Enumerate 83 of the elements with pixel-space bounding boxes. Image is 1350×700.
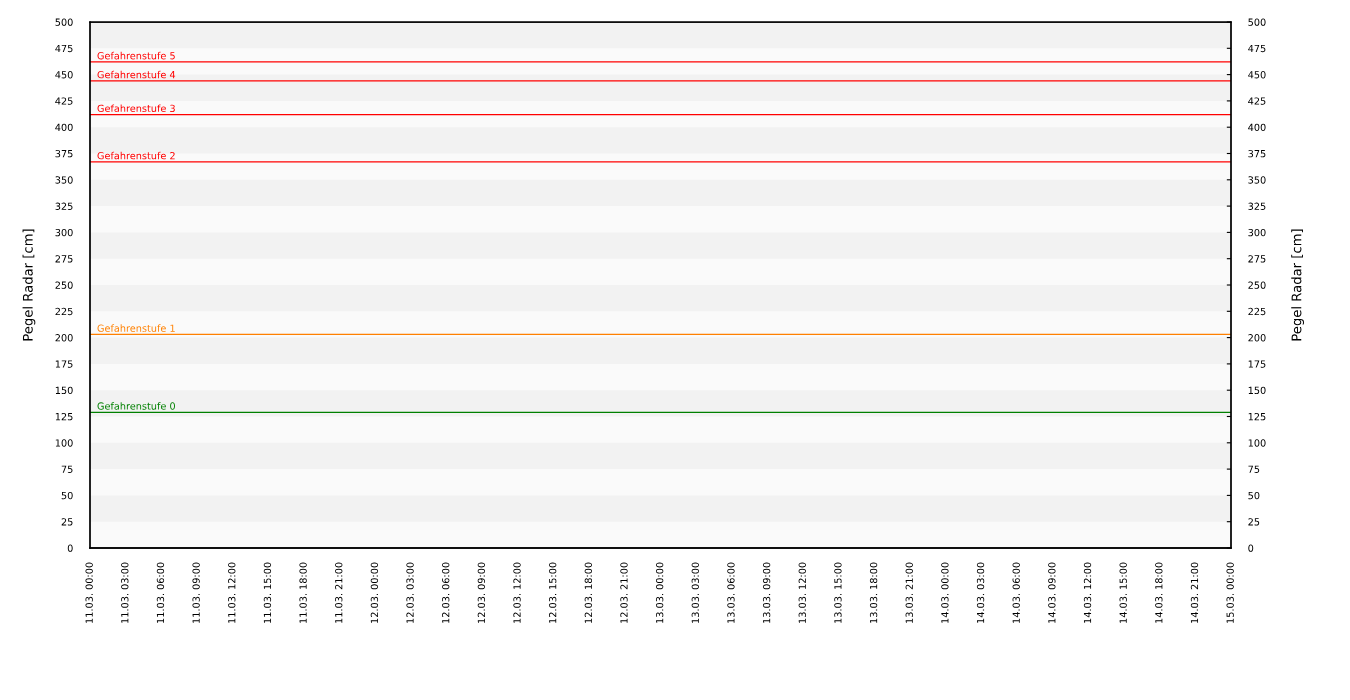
x-tick-label: 13.03. 21:00 [905, 562, 913, 623]
y2-tick-label: 450 [1248, 71, 1266, 79]
y-tick-label: 125 [55, 412, 73, 421]
y2-tick-label: 200 [1248, 334, 1266, 342]
x-tick-label: 14.03. 18:00 [1155, 562, 1163, 623]
y-tick-label: 25 [61, 518, 73, 526]
x-tick-label: 11.03. 21:00 [335, 562, 343, 623]
y-tick-label: 275 [55, 255, 73, 263]
x-tick-label: 15.03. 00:00 [1226, 562, 1234, 623]
x-tick-label: 11.03. 18:00 [299, 562, 307, 623]
x-tick-label: 13.03. 15:00 [834, 562, 842, 623]
x-tick-label: 11.03. 12:00 [228, 562, 236, 623]
x-tick-label: 14.03. 09:00 [1048, 562, 1056, 623]
x-tick-label: 11.03. 03:00 [121, 562, 129, 623]
y-tick-label: 375 [55, 149, 73, 158]
x-tick-label: 12.03. 21:00 [620, 562, 628, 623]
y-tick-label: 250 [55, 281, 73, 289]
x-tick-label: 13.03. 03:00 [691, 562, 699, 623]
y-tick-label: 225 [55, 307, 73, 316]
y2-tick-label: 250 [1248, 281, 1266, 289]
y-tick-label: 400 [55, 123, 73, 132]
x-tick-label: 11.03. 09:00 [192, 562, 200, 623]
x-tick-label: 13.03. 18:00 [869, 562, 878, 623]
y2-tick-label: 375 [1248, 149, 1266, 158]
y2-tick-label: 225 [1248, 307, 1266, 316]
x-tick-label: 13.03. 06:00 [727, 562, 735, 623]
ref-line-label: Gefahrenstufe 3 [97, 104, 175, 112]
y-tick-label: 450 [55, 71, 73, 79]
y2-tick-label: 350 [1248, 176, 1266, 184]
x-tick-label: 11.03. 00:00 [85, 562, 93, 623]
y2-axis-title: Pegel Radar [cm] [1291, 229, 1304, 341]
ref-line-label: Gefahrenstufe 0 [97, 402, 175, 410]
y-axis-title: Pegel Radar [cm] [22, 229, 36, 341]
y-tick-label: 475 [55, 44, 73, 53]
y-tick-label: 425 [55, 97, 73, 105]
y2-tick-label: 400 [1248, 123, 1266, 132]
y-tick-label: 175 [55, 360, 73, 368]
y-tick-label: 150 [55, 386, 73, 395]
y2-tick-label: 75 [1248, 465, 1260, 473]
y-tick-label: 50 [61, 491, 73, 500]
ref-line-label: Gefahrenstufe 1 [97, 324, 175, 332]
y2-tick-label: 475 [1248, 44, 1266, 53]
x-tick-label: 12.03. 15:00 [549, 562, 557, 623]
x-tick-label: 12.03. 03:00 [406, 562, 414, 623]
y-tick-label: 100 [55, 439, 73, 447]
y2-tick-label: 300 [1248, 228, 1266, 237]
x-tick-label: 14.03. 15:00 [1119, 562, 1127, 623]
y2-tick-label: 0 [1248, 544, 1254, 552]
x-tick-label: 13.03. 09:00 [762, 562, 771, 623]
y2-tick-label: 500 [1248, 18, 1266, 26]
x-tick-label: 14.03. 03:00 [976, 562, 985, 623]
y2-tick-label: 25 [1248, 518, 1260, 526]
x-tick-label: 12.03. 18:00 [584, 562, 593, 623]
y2-tick-label: 325 [1248, 202, 1266, 210]
y2-tick-label: 275 [1248, 255, 1266, 263]
y-tick-label: 0 [67, 544, 73, 552]
y-tick-label: 325 [55, 202, 73, 210]
y-tick-label: 200 [55, 334, 73, 342]
x-tick-label: 12.03. 12:00 [513, 562, 521, 623]
y-tick-label: 500 [55, 18, 73, 26]
y2-tick-label: 100 [1248, 439, 1266, 447]
ref-line-label: Gefahrenstufe 2 [97, 151, 175, 160]
x-tick-label: 11.03. 06:00 [156, 562, 165, 623]
x-tick-label: 12.03. 06:00 [442, 562, 450, 623]
y-tick-label: 75 [61, 465, 73, 473]
x-tick-label: 14.03. 06:00 [1012, 562, 1020, 623]
y2-tick-label: 150 [1248, 386, 1266, 395]
x-tick-label: 12.03. 00:00 [370, 562, 379, 623]
y2-tick-label: 175 [1248, 360, 1266, 368]
x-tick-label: 13.03. 12:00 [798, 562, 806, 623]
y-tick-label: 350 [55, 176, 73, 184]
y2-tick-label: 425 [1248, 97, 1266, 105]
x-tick-label: 14.03. 21:00 [1190, 562, 1199, 623]
x-tick-label: 13.03. 00:00 [655, 562, 664, 623]
x-tick-label: 14.03. 12:00 [1083, 562, 1092, 623]
y2-tick-label: 50 [1248, 491, 1260, 500]
ref-line-label: Gefahrenstufe 4 [97, 70, 176, 79]
ref-line-label: Gefahrenstufe 5 [97, 51, 175, 60]
x-tick-label: 11.03. 15:00 [263, 562, 272, 623]
x-tick-label: 14.03. 00:00 [941, 562, 949, 623]
x-tick-label: 12.03. 09:00 [477, 562, 486, 623]
y2-tick-label: 125 [1248, 412, 1266, 421]
y-tick-label: 300 [55, 228, 73, 237]
